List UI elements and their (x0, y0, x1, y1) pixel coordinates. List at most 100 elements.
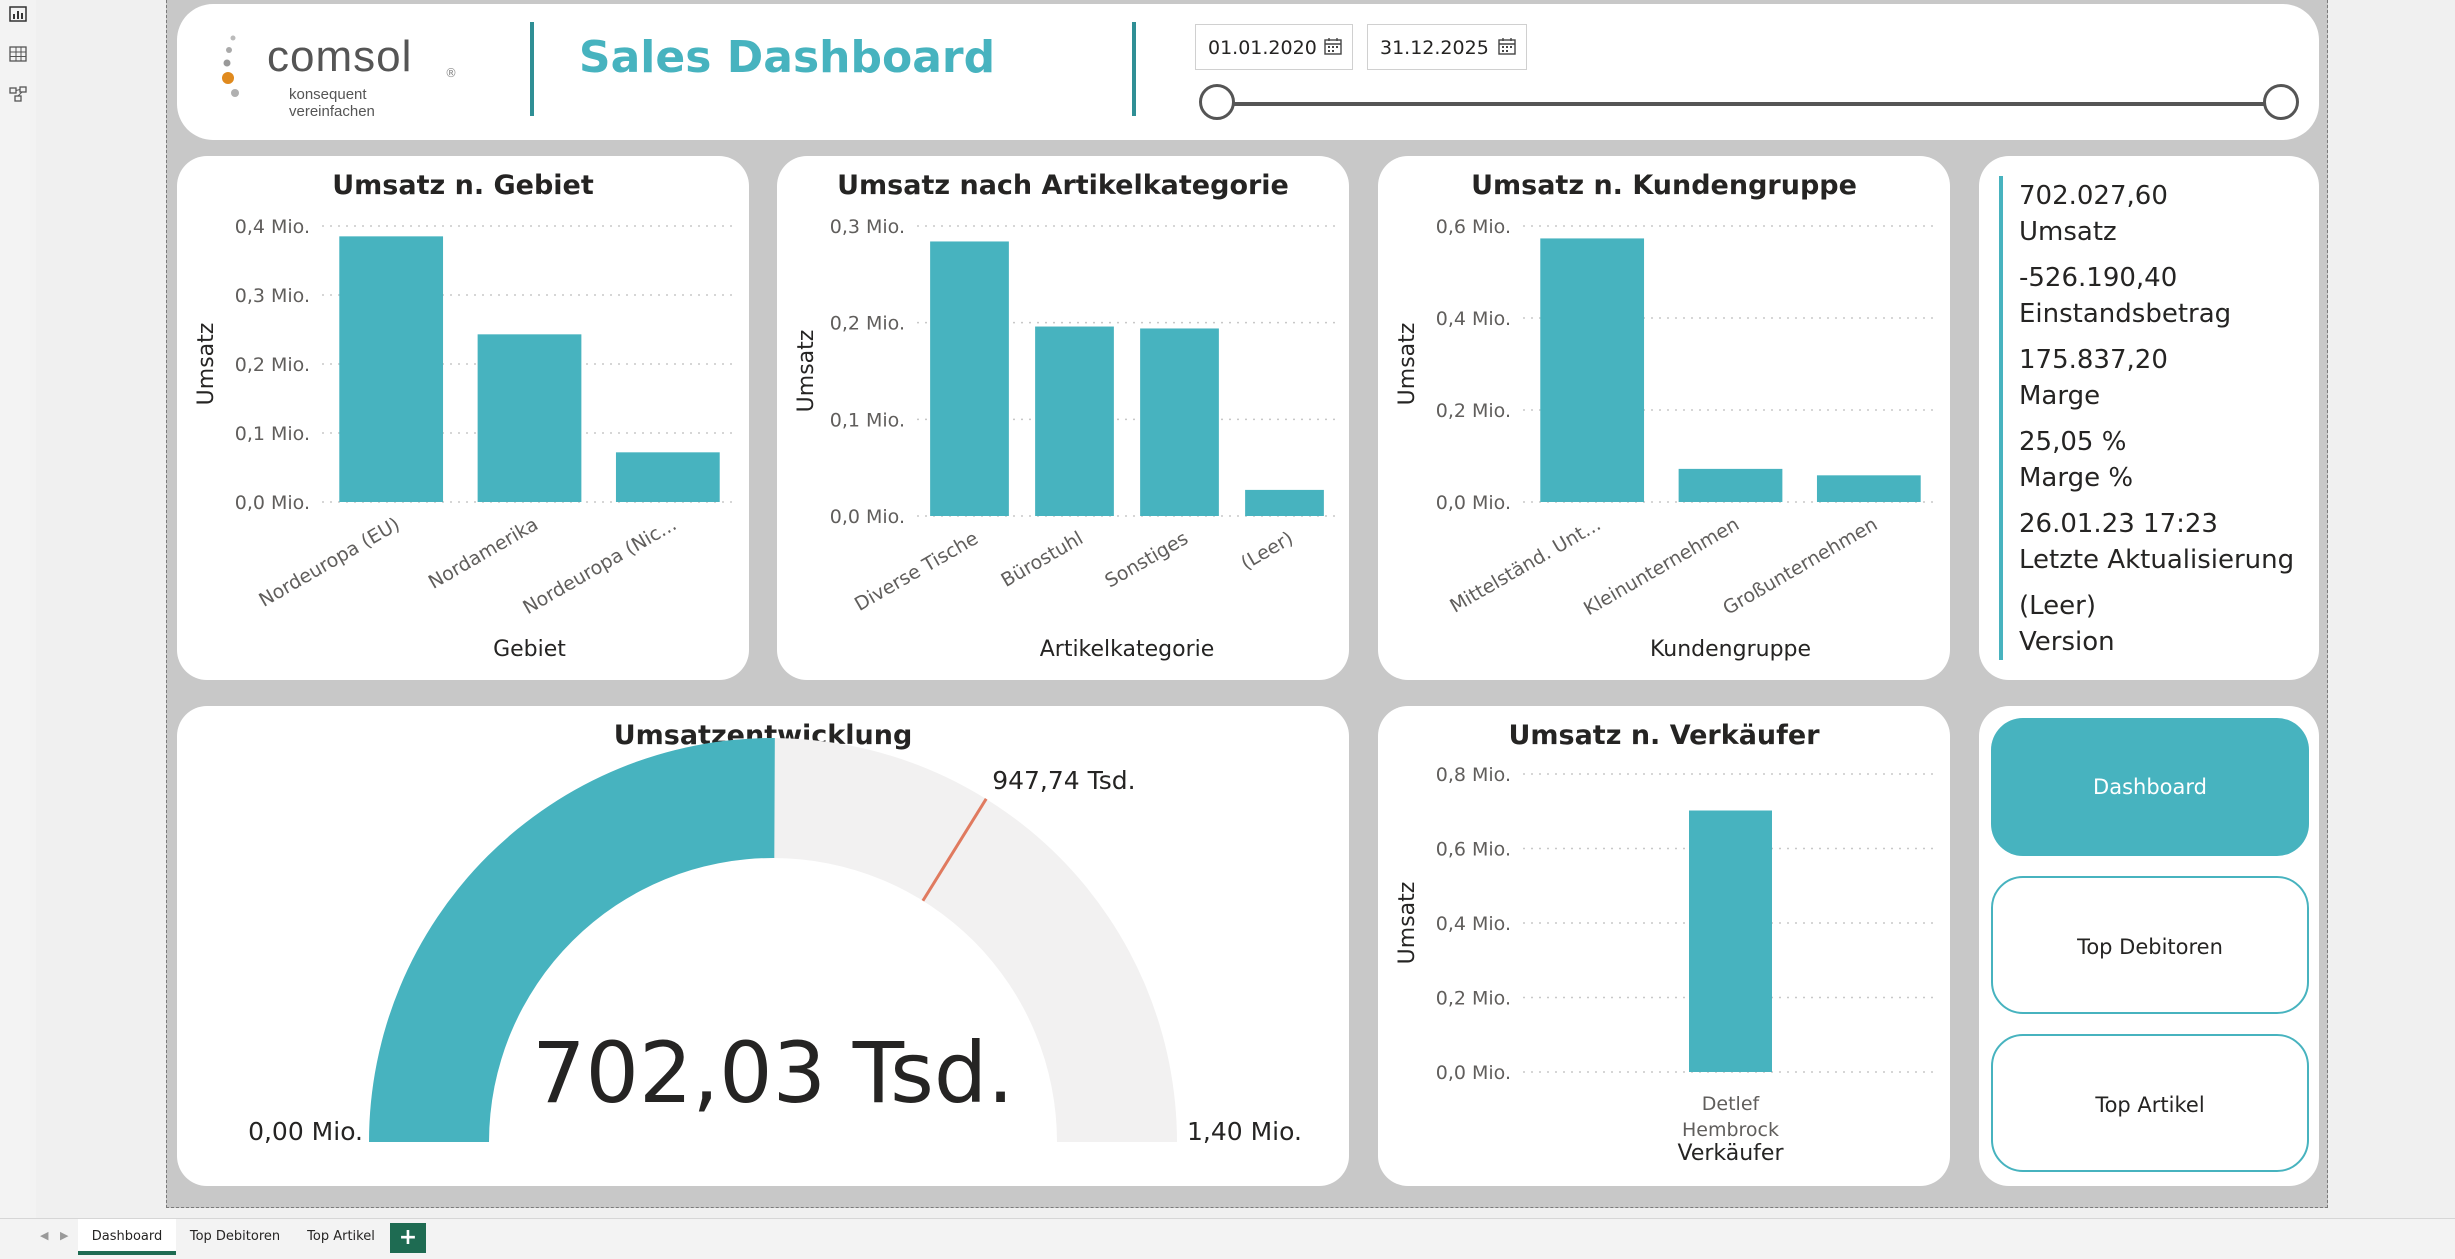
bar-chart-artikelkategorie: 0,0 Mio. 0,1 Mio. 0,2 Mio. 0,3 Mio. Diverse … (794, 216, 1337, 662)
nav-button-dashboard[interactable]: Dashboard (1991, 718, 2309, 856)
kpi-label: Einstandsbetrag (2019, 299, 2232, 329)
x-tick-label: Kleinunternehmen (1580, 513, 1743, 620)
header-divider-right (1132, 22, 1136, 116)
bar-chart-verkaeufer: 0,0 Mio. 0,2 Mio. 0,4 Mio. 0,6 Mio. 0,8 Mio.… (1395, 764, 1938, 1166)
y-tick-label: 0,0 Mio. (1436, 1062, 1511, 1084)
add-page-button[interactable]: + (390, 1223, 426, 1253)
kpi-value: 26.01.23 17:23 (2019, 509, 2218, 539)
x-tick-label: Großunternehmen (1719, 513, 1881, 619)
y-tick-label: 0,2 Mio. (235, 354, 310, 376)
calendar-icon[interactable] (1498, 37, 1516, 55)
kpi-letzte-aktualisierung: 26.01.23 17:23 Letzte Aktualisierung (2019, 506, 2294, 578)
kpi-value: 25,05 % (2019, 427, 2127, 457)
kpi-value: 702.027,60 (2019, 181, 2168, 211)
y-tick-label: 0,1 Mio. (830, 409, 905, 431)
y-tick-label: 0,4 Mio. (235, 216, 310, 238)
x-axis-label: Verkäufer (1677, 1141, 1784, 1166)
bar (1140, 328, 1219, 516)
bar (615, 452, 720, 502)
x-tick-label: Diverse Tische (851, 527, 982, 615)
chart-title: Umsatz nach Artikelkategorie (837, 170, 1289, 201)
tab-scroll-right-icon[interactable]: ▶ (60, 1229, 69, 1242)
kpi-value: (Leer) (2019, 591, 2096, 621)
y-tick-label: 0,8 Mio. (1436, 764, 1511, 786)
bar (1678, 468, 1783, 502)
y-tick-label: 0,6 Mio. (1436, 839, 1511, 861)
y-axis-label: Umsatz (1395, 323, 1420, 406)
y-tick-label: 0,6 Mio. (1436, 216, 1511, 238)
date-range-end-handle[interactable] (2263, 84, 2299, 120)
x-tick-label: Sonstiges (1101, 527, 1192, 592)
y-tick-label: 0,2 Mio. (830, 313, 905, 335)
bar (477, 334, 582, 502)
bar (930, 241, 1009, 516)
tab-scroll-left-icon[interactable]: ◀ (40, 1229, 49, 1242)
date-range-start-handle[interactable] (1199, 84, 1235, 120)
chart-card-verkaeufer: Umsatz n. Verkäufer 0,0 Mio. 0,2 Mio. 0,4 … (1378, 706, 1950, 1186)
chart-title: Umsatz n. Gebiet (332, 170, 594, 201)
kpi-label: Marge % (2019, 463, 2134, 493)
table-view-icon[interactable] (9, 46, 27, 62)
bar (1816, 475, 1921, 502)
header-card: comsol ® konsequent vereinfachen Sales D… (177, 4, 2319, 140)
gauge-chart: 947,74 Tsd. 702,03 Tsd. 0,00 Mio. 1,40 Mio. (248, 738, 1302, 1146)
bar (1689, 810, 1772, 1072)
kpi-label: Letzte Aktualisierung (2019, 545, 2295, 575)
end-date-input[interactable]: 31.12.2025 (1367, 24, 1527, 70)
x-tick-label: (Leer) (1237, 527, 1297, 574)
x-tick-label: Nordamerika (425, 513, 542, 593)
nav-button-top-artikel[interactable]: Top Artikel (1991, 1034, 2309, 1172)
start-date-input[interactable]: 01.01.2020 (1195, 24, 1353, 70)
gauge-target-line (921, 798, 988, 902)
x-axis-label: Gebiet (493, 637, 566, 662)
y-tick-label: 0,2 Mio. (1436, 400, 1511, 422)
gauge-max-label: 1,40 Mio. (1187, 1117, 1302, 1146)
nav-button-top-debitoren[interactable]: Top Debitoren (1991, 876, 2309, 1014)
tab-dashboard[interactable]: Dashboard (78, 1219, 176, 1255)
chart-card-kundengruppe: Umsatz n. Kundengruppe 0,0 Mio. 0,2 Mio. 0… (1378, 156, 1950, 680)
bar (339, 236, 444, 502)
kpi-marge-prozent: 25,05 % Marge % (2019, 424, 2133, 496)
logo-dots-icon (222, 35, 239, 97)
report-view-icon[interactable] (9, 6, 27, 22)
x-tick-label: Hembrock (1682, 1119, 1779, 1141)
tab-top-debitoren[interactable]: Top Debitoren (189, 1229, 281, 1244)
logo-wordmark: comsol (267, 32, 413, 81)
kpi-accent-bar (1999, 176, 2003, 660)
y-axis-label: Umsatz (794, 330, 819, 413)
model-view-icon[interactable] (9, 86, 27, 102)
comsol-logo: comsol ® konsequent vereinfachen (217, 24, 457, 120)
kpi-marge: 175.837,20 Marge (2019, 342, 2168, 414)
header-divider-left (530, 22, 534, 116)
bar (1035, 326, 1114, 516)
y-axis-label: Umsatz (1395, 882, 1420, 965)
navigation-card: Dashboard Top Debitoren Top Artikel (1979, 706, 2319, 1186)
logo-tagline: konsequent vereinfachen (289, 86, 375, 120)
kpi-umsatz: 702.027,60 Umsatz (2019, 178, 2168, 250)
end-date-value: 31.12.2025 (1380, 37, 1489, 59)
y-tick-label: 0,0 Mio. (830, 506, 905, 528)
y-axis-label: Umsatz (194, 323, 219, 406)
gauge-card-umsatzentwicklung: Umsatzentwicklung 947,74 Tsd. 702,03 Tsd.… (177, 706, 1349, 1186)
kpi-label: Umsatz (2019, 217, 2117, 247)
y-tick-label: 0,4 Mio. (1436, 913, 1511, 935)
tab-top-artikel[interactable]: Top Artikel (307, 1229, 375, 1244)
y-tick-label: 0,0 Mio. (1436, 492, 1511, 514)
gauge-value-label: 702,03 Tsd. (532, 1024, 1014, 1122)
kpi-version: (Leer) Version (2019, 588, 2115, 660)
calendar-icon[interactable] (1324, 37, 1342, 55)
x-tick-label: Nordeuropa (EU) (255, 513, 403, 611)
page-title: Sales Dashboard (578, 32, 996, 83)
logo-registered-mark: ® (445, 66, 457, 80)
kpi-value: 175.837,20 (2019, 345, 2168, 375)
y-tick-label: 0,4 Mio. (1436, 308, 1511, 330)
y-tick-label: 0,0 Mio. (235, 492, 310, 514)
kpi-label: Marge (2019, 381, 2101, 411)
x-axis-label: Kundengruppe (1650, 637, 1811, 662)
kpi-label: Version (2019, 627, 2115, 657)
date-range-slider-track[interactable] (1217, 102, 2281, 106)
bar (1540, 238, 1645, 503)
page-tab-bar: ◀ ▶ Dashboard Top Debitoren Top Artikel … (0, 1218, 2455, 1259)
bar (1245, 489, 1324, 516)
y-tick-label: 0,1 Mio. (235, 423, 310, 445)
